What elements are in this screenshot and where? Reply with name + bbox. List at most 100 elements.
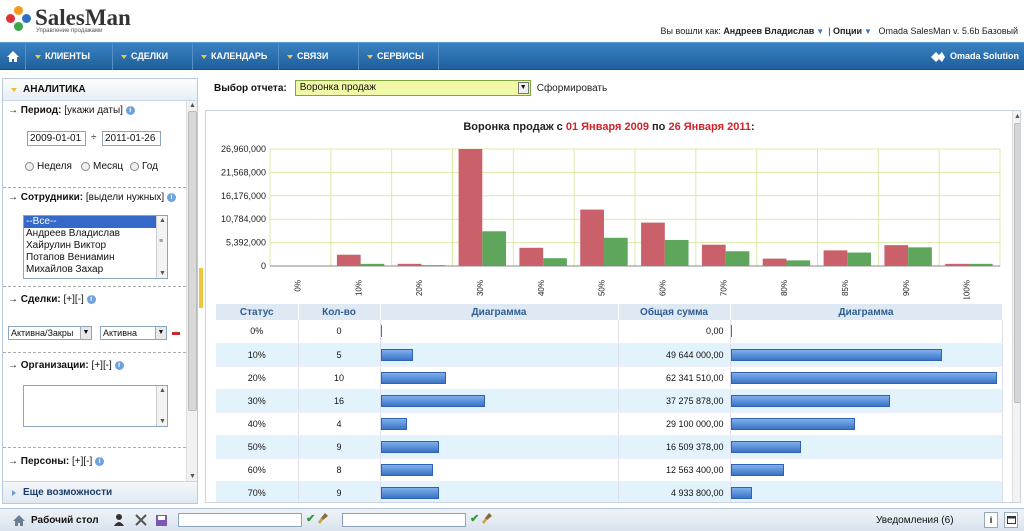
- confirm-icon[interactable]: ✔: [470, 513, 480, 525]
- desktop-button[interactable]: Рабочий стол: [12, 512, 99, 528]
- bar-10pct-series0: [336, 254, 361, 266]
- x-tick-label: 80%: [780, 280, 789, 296]
- nav-clients[interactable]: КЛИЕНТЫ: [27, 43, 113, 70]
- omada-brand: Omada Solution: [930, 43, 1019, 70]
- period-hint-link[interactable]: [укажи даты]: [64, 105, 123, 116]
- date-to-input[interactable]: 2011-01-26: [102, 131, 161, 146]
- col-diagram-count[interactable]: Диаграмма: [380, 304, 619, 320]
- clear-brush-icon[interactable]: [482, 513, 492, 524]
- deals-title: → Сделки: [+][-] i: [8, 294, 96, 305]
- bar-20pct-series0: [397, 263, 422, 266]
- table-row[interactable]: 50% 9 16 509 378,00: [216, 435, 1003, 459]
- clear-brush-icon[interactable]: [318, 513, 328, 524]
- info-icon[interactable]: i: [125, 105, 135, 115]
- user-name-link[interactable]: Андреев Владислав: [723, 26, 815, 36]
- cell-count: 16: [298, 389, 381, 413]
- employees-section: → Сотрудники: [выдели нужных] i --Все-- …: [3, 188, 186, 287]
- info-icon[interactable]: i: [86, 294, 96, 304]
- list-item[interactable]: Потапов Вениамин: [26, 252, 115, 263]
- radio-week[interactable]: Неделя: [25, 161, 72, 172]
- deal-status-select[interactable]: Активна/Закры ▼: [8, 326, 92, 340]
- options-dropdown-icon[interactable]: ▼: [864, 27, 872, 36]
- home-button[interactable]: [0, 43, 26, 70]
- persons-section: → Персоны: [+][-] i: [3, 448, 186, 478]
- radio-month[interactable]: Месяц: [81, 161, 123, 172]
- sum-bar: [730, 371, 997, 384]
- table-row[interactable]: 40% 4 29 100 000,00: [216, 412, 1003, 436]
- table-row[interactable]: 70% 9 4 933 800,00: [216, 481, 1003, 502]
- quick-input-2[interactable]: [342, 513, 466, 527]
- cell-status: 20%: [216, 366, 299, 390]
- table-row[interactable]: 0% 0 0,00: [216, 320, 1003, 344]
- col-status[interactable]: Статус: [216, 304, 299, 320]
- info-icon[interactable]: i: [95, 456, 105, 466]
- panel-scrollbar[interactable]: ▲: [1012, 111, 1020, 502]
- table-row[interactable]: 60% 8 12 563 400,00: [216, 458, 1003, 482]
- list-item[interactable]: Андреев Владислав: [26, 228, 120, 239]
- radio-year[interactable]: Год: [130, 161, 158, 172]
- list-item[interactable]: --Все--: [24, 216, 167, 228]
- date-separator: ÷: [91, 132, 97, 143]
- bar-30pct-series1: [482, 231, 507, 266]
- bar-100pct-series0: [945, 263, 969, 266]
- sidebar-title[interactable]: АНАЛИТИКА: [3, 79, 197, 101]
- user-dropdown-icon[interactable]: ▼: [816, 27, 825, 36]
- confirm-icon[interactable]: ✔: [306, 513, 316, 525]
- orgs-hint-link[interactable]: [+][-]: [91, 360, 112, 371]
- cell-sum: 4 933 800,00: [618, 481, 731, 502]
- col-sum[interactable]: Общая сумма: [618, 304, 731, 320]
- nav-services[interactable]: СЕРВИСЫ: [359, 43, 439, 70]
- nav-deals[interactable]: СДЕЛКИ: [113, 43, 193, 70]
- listbox-scrollbar[interactable]: ▲ ≡ ▼: [156, 216, 167, 278]
- cell-sum: 29 100 000,00: [618, 412, 731, 436]
- nav-links[interactable]: СВЯЗИ: [279, 43, 359, 70]
- list-item[interactable]: Хайрулин Виктор: [26, 240, 107, 251]
- nav-arrow-icon: [121, 55, 127, 59]
- cell-count-diagram: [380, 458, 619, 482]
- persons-hint-link[interactable]: [+][-]: [72, 456, 93, 467]
- expand-arrow-icon: [12, 490, 16, 496]
- notifications-button[interactable]: Уведомления (6): [876, 514, 954, 526]
- report-bar: Выбор отчета: Воронка продаж ▼ Сформирова…: [214, 80, 607, 96]
- date-from-input[interactable]: 2009-01-01: [27, 131, 86, 146]
- tools-icon[interactable]: [134, 512, 148, 528]
- bar-50pct-series0: [580, 209, 604, 266]
- count-bar: [380, 417, 407, 430]
- report-select[interactable]: Воронка продаж ▼: [294, 80, 531, 96]
- nav-calendar[interactable]: КАЛЕНДАРЬ: [193, 43, 279, 70]
- orgs-listbox[interactable]: ▲ ▼: [23, 385, 168, 427]
- info-icon[interactable]: i: [114, 360, 124, 370]
- employees-hint-link[interactable]: [выдели нужных]: [85, 192, 165, 203]
- table-header-row: Статус Кол-во Диаграмма Общая сумма Диаг…: [216, 304, 1003, 320]
- bar-100pct-series1: [968, 263, 993, 266]
- deals-hint-link[interactable]: [+][-]: [63, 294, 84, 305]
- info-icon[interactable]: i: [167, 192, 176, 202]
- bar-85pct-series0: [823, 250, 848, 266]
- save-icon[interactable]: [155, 512, 168, 528]
- scroll-thumb[interactable]: [1014, 123, 1020, 403]
- listbox-scrollbar[interactable]: ▲ ▼: [156, 386, 167, 426]
- splitter-handle[interactable]: [199, 268, 203, 308]
- deal-state-select[interactable]: Активна ▼: [100, 326, 167, 340]
- remove-filter-icon[interactable]: [172, 332, 180, 335]
- employees-listbox[interactable]: --Все-- Андреев Владислав Хайрулин Викто…: [23, 215, 168, 279]
- col-count[interactable]: Кол-во: [298, 304, 381, 320]
- more-features-button[interactable]: Еще возможности: [3, 481, 197, 503]
- list-item[interactable]: Михайлов Захар: [26, 264, 104, 275]
- table-row[interactable]: 20% 10 62 341 510,00: [216, 366, 1003, 390]
- generate-button[interactable]: Сформировать: [536, 82, 608, 94]
- quick-input-1[interactable]: [178, 513, 302, 527]
- bar-40pct-series0: [519, 247, 544, 266]
- user-icon[interactable]: [113, 512, 125, 528]
- sidebar-scrollbar[interactable]: ▲ ▼: [186, 101, 197, 481]
- cell-sum: 62 341 510,00: [618, 366, 731, 390]
- table-row[interactable]: 30% 16 37 275 878,00: [216, 389, 1003, 413]
- info-icon[interactable]: i: [984, 512, 998, 528]
- table-row[interactable]: 10% 5 49 644 000,00: [216, 343, 1003, 367]
- options-menu[interactable]: Опции: [833, 26, 863, 36]
- col-diagram-sum[interactable]: Диаграмма: [730, 304, 1003, 320]
- window-icon[interactable]: [1004, 512, 1018, 528]
- scroll-thumb[interactable]: [188, 111, 197, 411]
- salesman-logo[interactable]: SalesMan Управление продажами: [6, 6, 131, 36]
- cell-count: 8: [298, 458, 381, 482]
